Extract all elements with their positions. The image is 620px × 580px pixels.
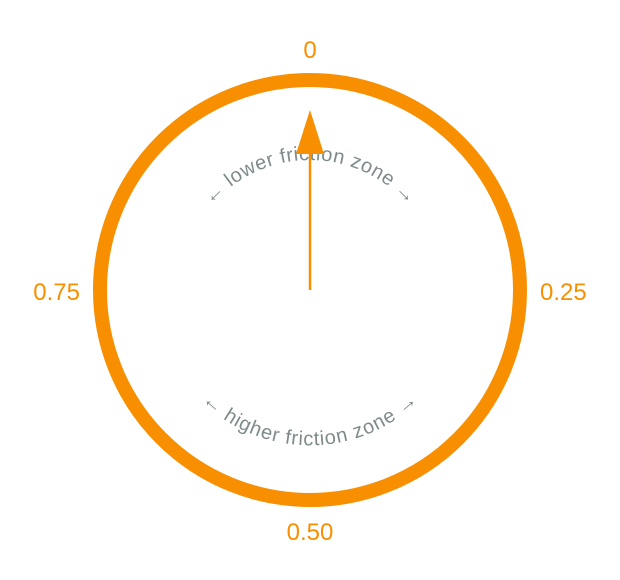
tick-label-top: 0 <box>303 37 316 64</box>
dial-needle <box>296 110 324 290</box>
needle-arrowhead-icon <box>296 110 324 154</box>
tick-label-right: 0.25 <box>540 279 587 306</box>
higher-friction-zone-text: ← higher friction zone → <box>198 389 421 451</box>
higher-friction-zone-label: ← higher friction zone → <box>198 389 422 451</box>
tick-label-bottom: 0.50 <box>287 519 334 546</box>
dial-ring <box>93 73 527 507</box>
tick-label-left: 0.75 <box>33 279 80 306</box>
